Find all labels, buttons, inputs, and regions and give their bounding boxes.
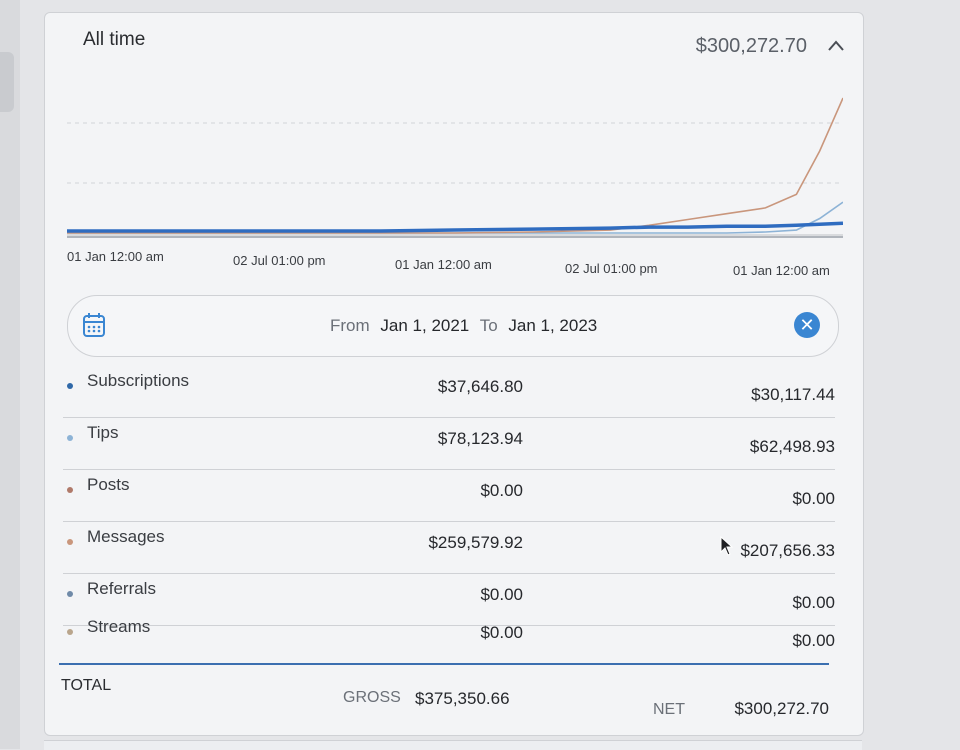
total-earnings-value: $300,272.70 bbox=[695, 35, 807, 57]
earnings-chart bbox=[67, 97, 843, 238]
earnings-row-messages: Messages $259,579.92 $207,656.33 bbox=[63, 521, 835, 574]
gross-amount: $0.00 bbox=[480, 481, 523, 500]
date-range-text[interactable]: From Jan 1, 2021 To Jan 1, 2023 bbox=[330, 316, 603, 336]
to-date[interactable]: Jan 1, 2023 bbox=[508, 316, 598, 335]
x-tick-label: 01 Jan 12:00 am bbox=[733, 263, 830, 278]
net-total-value: $300,272.70 bbox=[734, 699, 829, 718]
earnings-row-tips: Tips $78,123.94 $62,498.93 bbox=[63, 417, 835, 470]
net-amount: $0.00 bbox=[792, 631, 835, 650]
earnings-row-referrals: Referrals $0.00 $0.00 bbox=[63, 573, 835, 626]
x-tick-label: 01 Jan 12:00 am bbox=[67, 249, 164, 264]
series-dot bbox=[67, 383, 73, 389]
mouse-cursor-icon bbox=[720, 536, 734, 556]
earnings-row-posts: Posts $0.00 $0.00 bbox=[63, 469, 835, 522]
category-label: Tips bbox=[87, 423, 119, 442]
close-icon: ✕ bbox=[799, 315, 815, 335]
chevron-up-icon[interactable] bbox=[827, 39, 845, 53]
category-label: Posts bbox=[87, 475, 130, 494]
net-amount: $0.00 bbox=[792, 489, 835, 508]
from-label: From bbox=[330, 316, 370, 335]
series-dot bbox=[67, 629, 73, 635]
calendar-icon[interactable] bbox=[82, 312, 106, 338]
series-dot bbox=[67, 539, 73, 545]
from-date[interactable]: Jan 1, 2021 bbox=[380, 316, 470, 335]
gross-amount: $0.00 bbox=[480, 623, 523, 642]
gross-amount: $78,123.94 bbox=[437, 429, 523, 448]
category-label: Streams bbox=[87, 617, 151, 636]
net-amount: $30,117.44 bbox=[751, 385, 835, 404]
period-label: All time bbox=[83, 29, 146, 50]
earnings-card: All time $300,272.70 01 Jan 12:00 am 02 … bbox=[44, 12, 864, 736]
series-line bbox=[67, 221, 843, 233]
x-tick-label: 01 Jan 12:00 am bbox=[395, 257, 492, 272]
net-amount: $62,498.93 bbox=[749, 437, 835, 456]
series-dot bbox=[67, 435, 73, 441]
series-dot bbox=[67, 487, 73, 493]
totals-row: TOTAL GROSS $375,350.66 NET $300,272.70 bbox=[59, 663, 829, 725]
x-tick-label: 02 Jul 01:00 pm bbox=[565, 261, 658, 276]
gross-amount: $259,579.92 bbox=[428, 533, 523, 552]
side-tab[interactable] bbox=[0, 52, 14, 112]
category-label: Messages bbox=[87, 527, 165, 546]
total-label: TOTAL bbox=[61, 677, 112, 694]
net-label: NET bbox=[653, 701, 685, 718]
x-tick-label: 02 Jul 01:00 pm bbox=[233, 253, 326, 268]
clear-date-button[interactable]: ✕ bbox=[794, 312, 820, 338]
next-card-edge bbox=[44, 740, 862, 750]
gross-amount: $37,646.80 bbox=[437, 377, 523, 396]
earnings-row-subscriptions: Subscriptions $37,646.80 $30,117.44 bbox=[63, 365, 835, 418]
gross-label: GROSS bbox=[343, 689, 401, 706]
gross-amount: $0.00 bbox=[480, 585, 523, 604]
to-label: To bbox=[479, 316, 498, 335]
series-line bbox=[67, 97, 843, 234]
category-label: Referrals bbox=[87, 579, 156, 598]
earnings-row-streams: Streams $0.00 $0.00 bbox=[63, 611, 835, 663]
category-label: Subscriptions bbox=[87, 371, 190, 390]
series-dot bbox=[67, 591, 73, 597]
page-edge bbox=[0, 0, 20, 749]
date-range-picker[interactable]: From Jan 1, 2021 To Jan 1, 2023 ✕ bbox=[67, 295, 839, 357]
gross-total-value: $375,350.66 bbox=[415, 689, 510, 708]
net-amount: $207,656.33 bbox=[740, 541, 835, 560]
net-amount: $0.00 bbox=[792, 593, 835, 612]
